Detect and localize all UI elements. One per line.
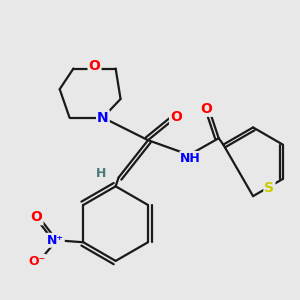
Text: NH: NH [180, 152, 201, 165]
Text: O: O [201, 102, 212, 116]
Text: O: O [170, 110, 182, 124]
Text: H: H [96, 167, 107, 180]
Text: S: S [264, 181, 274, 194]
Text: N: N [97, 111, 109, 124]
Text: O⁻: O⁻ [28, 255, 45, 268]
Text: O: O [31, 210, 43, 224]
Text: O: O [88, 58, 101, 73]
Text: N⁺: N⁺ [47, 234, 64, 247]
